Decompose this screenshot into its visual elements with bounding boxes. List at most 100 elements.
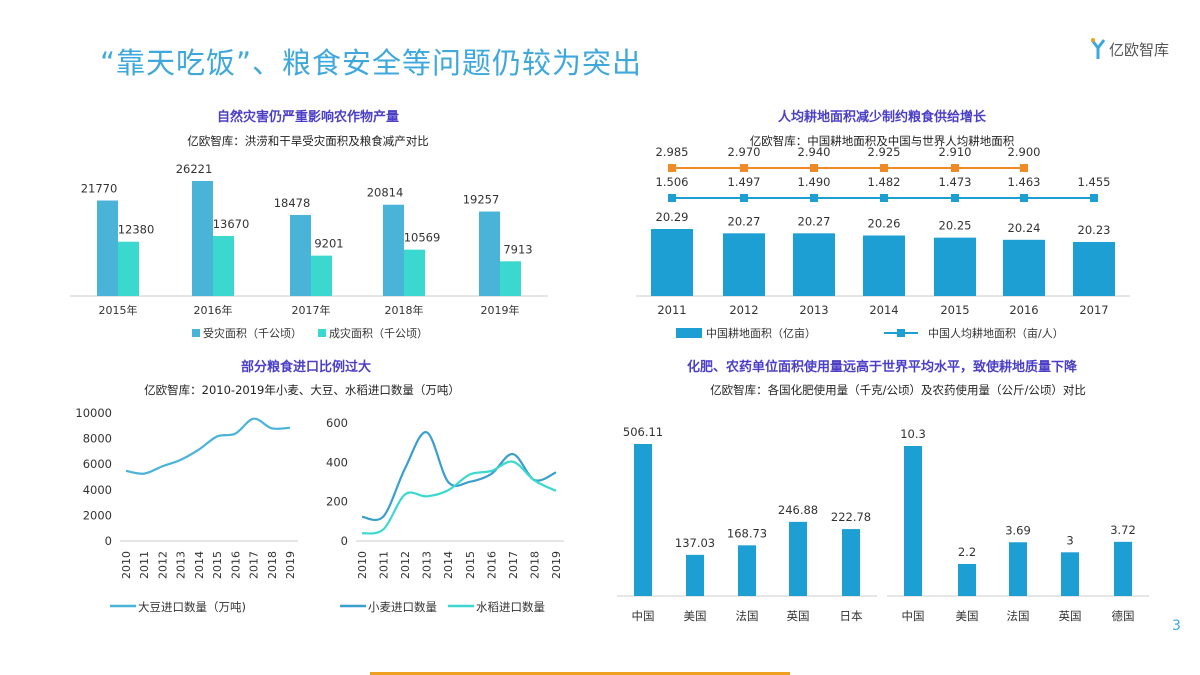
chart1-x-tick: 2017年 [292,303,331,317]
soybean-chart-x-tick: 2018 [266,551,279,579]
fertilizer-chart-x-tick: 法国 [736,609,759,623]
pesticide-chart-x-tick: 中国 [902,609,925,623]
chart2-orange-line-label: 2.970 [728,145,761,159]
chart1-data-label: 9201 [314,237,343,251]
chart2-orange-line-label: 2.910 [939,145,972,159]
chart2-blue-line-marker [810,194,818,202]
chart2-bar [651,229,693,296]
chart2-orange-line-marker [1020,164,1028,172]
import-title: 部分粮食进口比例过大 [240,360,372,375]
grain-import-chart-x-tick: 2010 [356,551,369,579]
grain-import-chart-x-tick: 2011 [378,551,391,579]
fertilizer-chart-data-label: 168.73 [727,526,767,540]
soybean-chart-y-tick: 10000 [75,406,112,420]
fertilizer-chart-data-label: 506.11 [623,425,663,439]
chart2-blue-line-label: 1.482 [868,175,901,189]
grain-import-chart-y-tick: 600 [326,416,348,430]
chart2-blue-line-label: 1.455 [1078,175,1111,189]
chart1-data-label: 26221 [176,162,213,176]
fertilizer-chart-bar [842,529,860,596]
soybean-chart-x-tick: 2013 [175,551,188,579]
fertilizer-chart-x-tick: 日本 [840,609,863,623]
soybean-chart-x-tick: 2012 [156,551,169,579]
chart2-blue-line-marker [1090,194,1098,202]
chart2-x-tick: 2017 [1079,303,1108,317]
grain-import-chart-y-tick: 200 [326,495,348,509]
chart2-bar [1073,241,1115,296]
chart2-legend-label: 中国人均耕地面积（亩/人） [928,326,1064,340]
chart1-data-label: 7913 [503,242,532,256]
pesticide-chart-data-label: 3.72 [1110,523,1136,537]
grain-import-chart-series-line [361,431,557,522]
fertilizer-chart-bar [789,521,807,596]
chart2-orange-line-marker [951,164,959,172]
chart2-x-tick: 2011 [657,303,686,317]
pesticide-chart-data-label: 3 [1066,533,1073,547]
chart2-data-label: 20.27 [798,214,831,228]
soybean-chart-series-line [125,417,291,475]
chart2-x-tick: 2013 [799,303,828,317]
soybean-chart-y-tick: 4000 [83,483,112,497]
pesticide-chart-bar [904,446,922,596]
chart1-data-label: 13670 [213,217,250,231]
soybean-chart-x-tick: 2011 [138,551,151,579]
chart2-title: 人均耕地面积减少制约粮食供给增长 [777,110,987,125]
chart2-data-label: 20.26 [868,216,901,230]
chart1-bar [404,249,425,296]
chart2-blue-line-label: 1.463 [1008,175,1041,189]
chart1-data-label: 19257 [463,193,500,207]
fertilizer-title: 化肥、农药单位面积使用量远高于世界平均水平，致使耕地质量下降 [686,360,1078,375]
grain-import-chart-legend-label: 小麦进口数量 [368,600,437,614]
logo-icon [1090,38,1106,59]
chart2-data-label: 20.23 [1078,223,1111,237]
chart2-data-label: 20.24 [1008,221,1041,235]
chart2-blue-line-marker [880,194,888,202]
pesticide-chart-data-label: 2.2 [958,545,976,559]
soybean-chart-x-tick: 2019 [284,551,297,579]
chart2-x-tick: 2014 [869,303,898,317]
grain-import-chart-x-tick: 2019 [550,551,563,579]
fertilizer-chart-x-tick: 英国 [787,609,810,623]
chart2-bar [723,233,765,296]
chart2-data-label: 20.27 [728,214,761,228]
grain-import-chart-series-line [361,460,557,535]
chart1-x-tick: 2015年 [99,303,138,317]
pesticide-chart-bar [1009,542,1027,596]
chart2-x-tick: 2012 [729,303,758,317]
chart2-data-label: 20.29 [656,210,689,224]
chart2-bar [863,235,905,296]
chart1-data-label: 21770 [81,182,118,196]
pesticide-chart-x-tick: 英国 [1059,609,1082,623]
fertilizer-subtitle: 亿欧智库：各国化肥使用量（千克/公顷）及农药使用量（公斤/公顷）对比 [710,383,1086,397]
grain-import-chart-legend-label: 水稻进口数量 [476,600,545,614]
chart2-bar [1003,239,1045,296]
chart1-data-label: 12380 [118,223,155,237]
chart1-x-tick: 2019年 [481,303,520,317]
chart2-data-label: 20.25 [939,219,972,233]
chart1-bar [383,204,404,296]
chart2-blue-line-marker [951,194,959,202]
soybean-chart-x-tick: 2010 [120,551,133,579]
import-subtitle: 亿欧智库：2010-2019年小麦、大豆、水稻进口数量（万吨） [144,383,460,397]
chart1-legend-swatch [192,329,200,337]
chart2-blue-line-marker [1020,194,1028,202]
soybean-chart-x-tick: 2016 [229,551,242,579]
logo: 亿欧智库 [1090,38,1169,60]
chart2-legend-line-marker [897,329,905,337]
soybean-chart-y-tick: 6000 [83,457,112,471]
chart2-orange-line-marker [668,164,676,172]
chart1-legend-label: 受灾面积（千公顷） [203,326,302,340]
pesticide-chart-x-tick: 法国 [1007,609,1030,623]
chart2-subtitle: 亿欧智库：中国耕地面积及中国与世界人均耕地面积 [749,134,1015,148]
pesticide-chart-x-tick: 德国 [1112,609,1135,623]
chart2-x-tick: 2016 [1009,303,1038,317]
soybean-chart-x-tick: 2017 [248,551,261,579]
pesticide-chart-x-tick: 美国 [956,609,979,623]
chart2-bar [934,237,976,296]
grain-import-chart-x-tick: 2013 [421,551,434,579]
fertilizer-chart-bar [634,444,652,596]
chart2-orange-line-label: 2.900 [1008,145,1041,159]
chart1-subtitle: 亿欧智库：洪涝和干旱受灾面积及粮食减产对比 [187,134,429,148]
pesticide-chart-bar [1061,552,1079,596]
fertilizer-chart-data-label: 222.78 [831,510,871,524]
